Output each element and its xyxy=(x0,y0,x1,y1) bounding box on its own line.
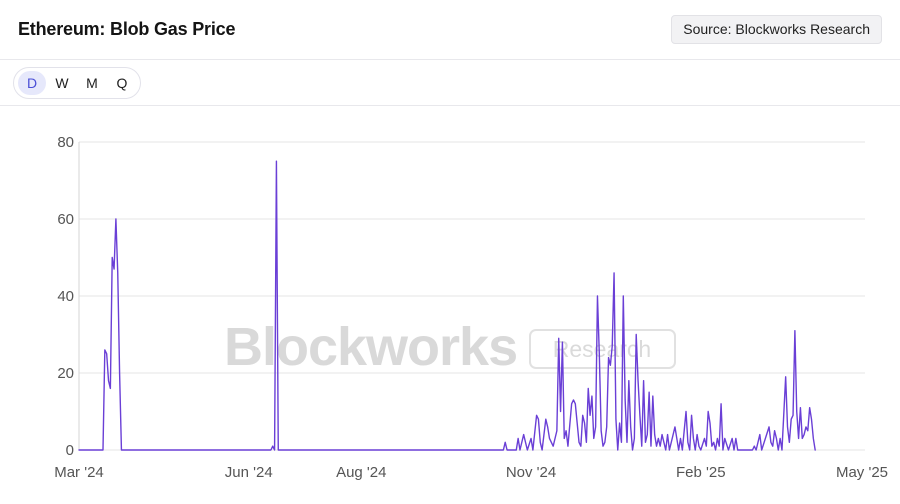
x-tick-label: Aug '24 xyxy=(336,464,386,481)
chart-header: Ethereum: Blob Gas Price Source: Blockwo… xyxy=(0,0,900,60)
range-option-w[interactable]: W xyxy=(55,75,69,91)
range-option-d[interactable]: D xyxy=(18,71,46,95)
range-option-m[interactable]: M xyxy=(86,75,98,91)
y-tick-label: 20 xyxy=(57,365,74,382)
chart-area: Blockworks Research 0 20 40 60 80 Mar '24 Jun '2… xyxy=(0,106,900,504)
watermark-sub-label: Research xyxy=(553,336,651,362)
blob-gas-price-chart: Blockworks Research 0 20 40 60 80 Mar '24 Jun '2… xyxy=(54,134,888,481)
y-tick-label: 80 xyxy=(57,134,74,151)
x-tick-label: Feb '25 xyxy=(676,464,726,481)
y-tick-label: 0 xyxy=(66,442,74,459)
x-tick-label: Jun '24 xyxy=(225,464,273,481)
x-tick-label: Mar '24 xyxy=(54,464,104,481)
series-line[interactable] xyxy=(78,160,816,451)
watermark-badge xyxy=(529,329,676,369)
x-tick-label: Nov '24 xyxy=(506,464,556,481)
range-option-q[interactable]: Q xyxy=(116,75,128,91)
y-tick-label: 60 xyxy=(57,211,74,228)
page-title: Ethereum: Blob Gas Price xyxy=(18,19,236,39)
y-tick-label: 40 xyxy=(57,288,74,305)
watermark-logo: Blockworks xyxy=(224,317,517,377)
source-button[interactable]: Source: Blockworks Research xyxy=(671,15,882,44)
x-tick-label: May '25 xyxy=(836,464,888,481)
